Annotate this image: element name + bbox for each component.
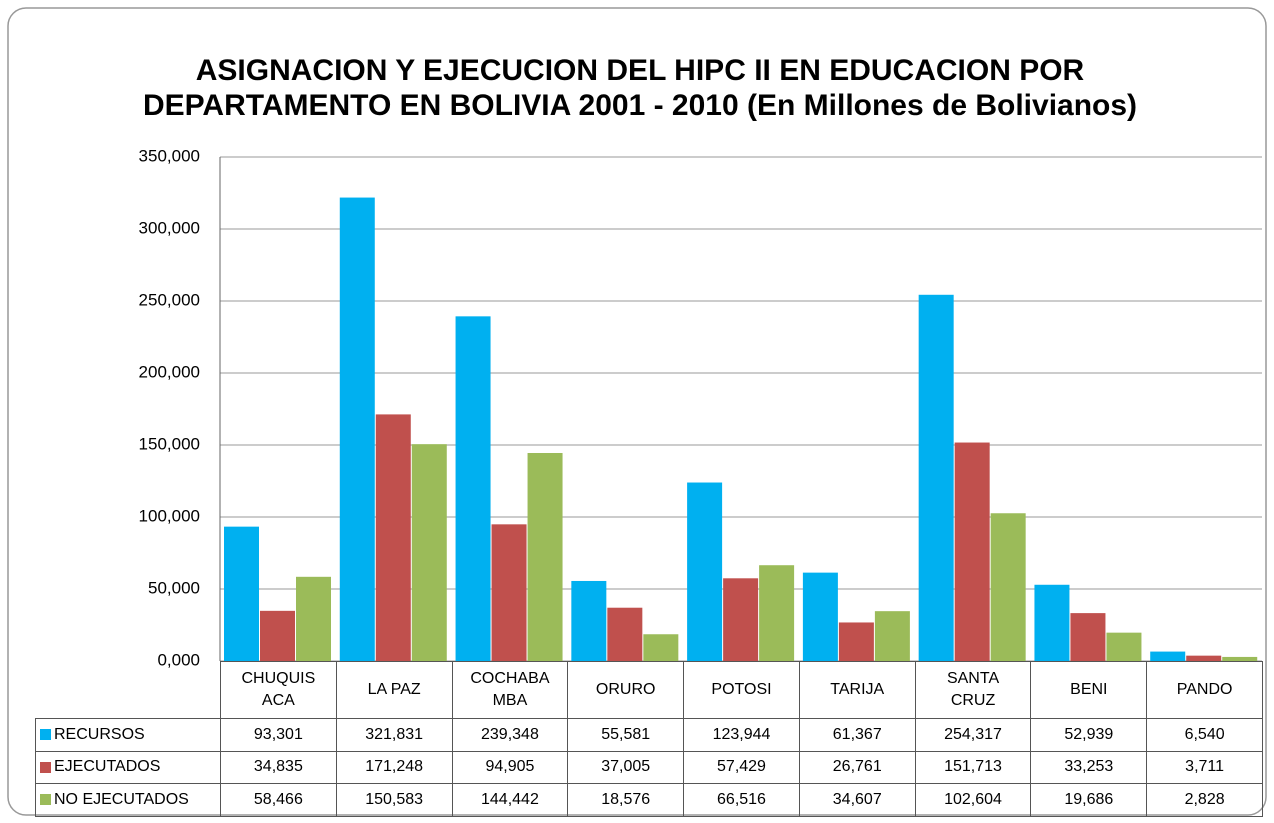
y-tick-label: 50,000 — [148, 578, 200, 597]
category-label: ORURO — [567, 661, 685, 719]
value-label: 123,944 — [683, 718, 800, 752]
legend-entry: NO EJECUTADOS — [35, 783, 221, 817]
bar — [527, 453, 563, 661]
bar — [491, 524, 527, 661]
bar — [339, 197, 375, 661]
bar — [990, 513, 1026, 661]
value-label: 66,516 — [683, 783, 800, 817]
y-tick-label: 350,000 — [139, 146, 200, 165]
bar — [375, 414, 411, 661]
value-label: 37,005 — [567, 750, 685, 784]
value-label: 61,367 — [798, 718, 916, 752]
legend-swatch — [40, 794, 51, 806]
bar — [224, 526, 259, 661]
value-label: 26,761 — [798, 750, 916, 784]
legend-swatch — [40, 761, 51, 773]
value-label: 19,686 — [1030, 783, 1148, 817]
bar — [455, 316, 491, 661]
y-tick-label: 0,000 — [157, 650, 200, 669]
legend-label: EJECUTADOS — [54, 758, 161, 776]
value-label: 2,828 — [1146, 783, 1263, 817]
value-label: 52,939 — [1030, 718, 1148, 752]
bar — [1186, 655, 1222, 661]
legend-label: RECURSOS — [54, 725, 145, 743]
bar — [1070, 613, 1106, 661]
value-label: 3,711 — [1146, 750, 1263, 784]
legend-entry: RECURSOS — [35, 718, 221, 752]
bar — [260, 610, 295, 661]
category-label: SANTA CRUZ — [914, 661, 1032, 719]
bar — [1034, 584, 1070, 661]
value-label: 321,831 — [335, 718, 453, 752]
bar — [643, 634, 679, 661]
bar — [918, 294, 954, 661]
value-label: 55,581 — [567, 718, 685, 752]
value-label: 254,317 — [914, 718, 1032, 752]
category-label: POTOSI — [683, 661, 800, 719]
value-label: 58,466 — [220, 783, 337, 817]
y-tick-label: 250,000 — [139, 290, 200, 309]
value-label: 239,348 — [451, 718, 569, 752]
bar — [802, 572, 838, 661]
value-label: 18,576 — [567, 783, 685, 817]
value-label: 150,583 — [335, 783, 453, 817]
bar — [571, 580, 607, 661]
value-label: 33,253 — [1030, 750, 1148, 784]
value-label: 34,835 — [220, 750, 337, 784]
value-label: 102,604 — [914, 783, 1032, 817]
chart-title: ASIGNACION Y EJECUCION DEL HIPC II EN ED… — [196, 54, 1085, 87]
value-label: 144,442 — [451, 783, 569, 817]
bar — [838, 622, 874, 661]
value-label: 151,713 — [914, 750, 1032, 784]
legend-label: NO EJECUTADOS — [54, 790, 189, 808]
bar — [1150, 651, 1186, 661]
bar — [1222, 656, 1258, 661]
category-label: TARIJA — [798, 661, 916, 719]
bar — [296, 576, 331, 661]
bar — [954, 442, 990, 661]
bar — [723, 578, 759, 661]
bar — [1106, 632, 1142, 661]
value-label: 93,301 — [220, 718, 337, 752]
value-label: 6,540 — [1146, 718, 1263, 752]
y-tick-label: 100,000 — [139, 506, 200, 525]
y-tick-label: 150,000 — [139, 434, 200, 453]
bar — [759, 565, 795, 661]
value-label: 94,905 — [451, 750, 569, 784]
bar — [411, 444, 447, 661]
value-label: 171,248 — [335, 750, 453, 784]
category-label: PANDO — [1146, 661, 1263, 719]
chart-subtitle: DEPARTAMENTO EN BOLIVIA 2001 - 2010 (En … — [143, 89, 1137, 122]
legend-entry: EJECUTADOS — [35, 750, 221, 784]
bar — [687, 482, 723, 661]
bar — [607, 607, 643, 661]
legend-swatch — [40, 729, 51, 741]
y-tick-label: 200,000 — [139, 362, 200, 381]
category-label: LA PAZ — [335, 661, 453, 719]
y-tick-label: 300,000 — [139, 218, 200, 237]
value-label: 34,607 — [798, 783, 916, 817]
category-label: CHUQUIS ACA — [220, 661, 337, 719]
value-label: 57,429 — [683, 750, 800, 784]
category-label: BENI — [1030, 661, 1148, 719]
category-label: COCHABA MBA — [451, 661, 569, 719]
bar — [874, 611, 910, 661]
